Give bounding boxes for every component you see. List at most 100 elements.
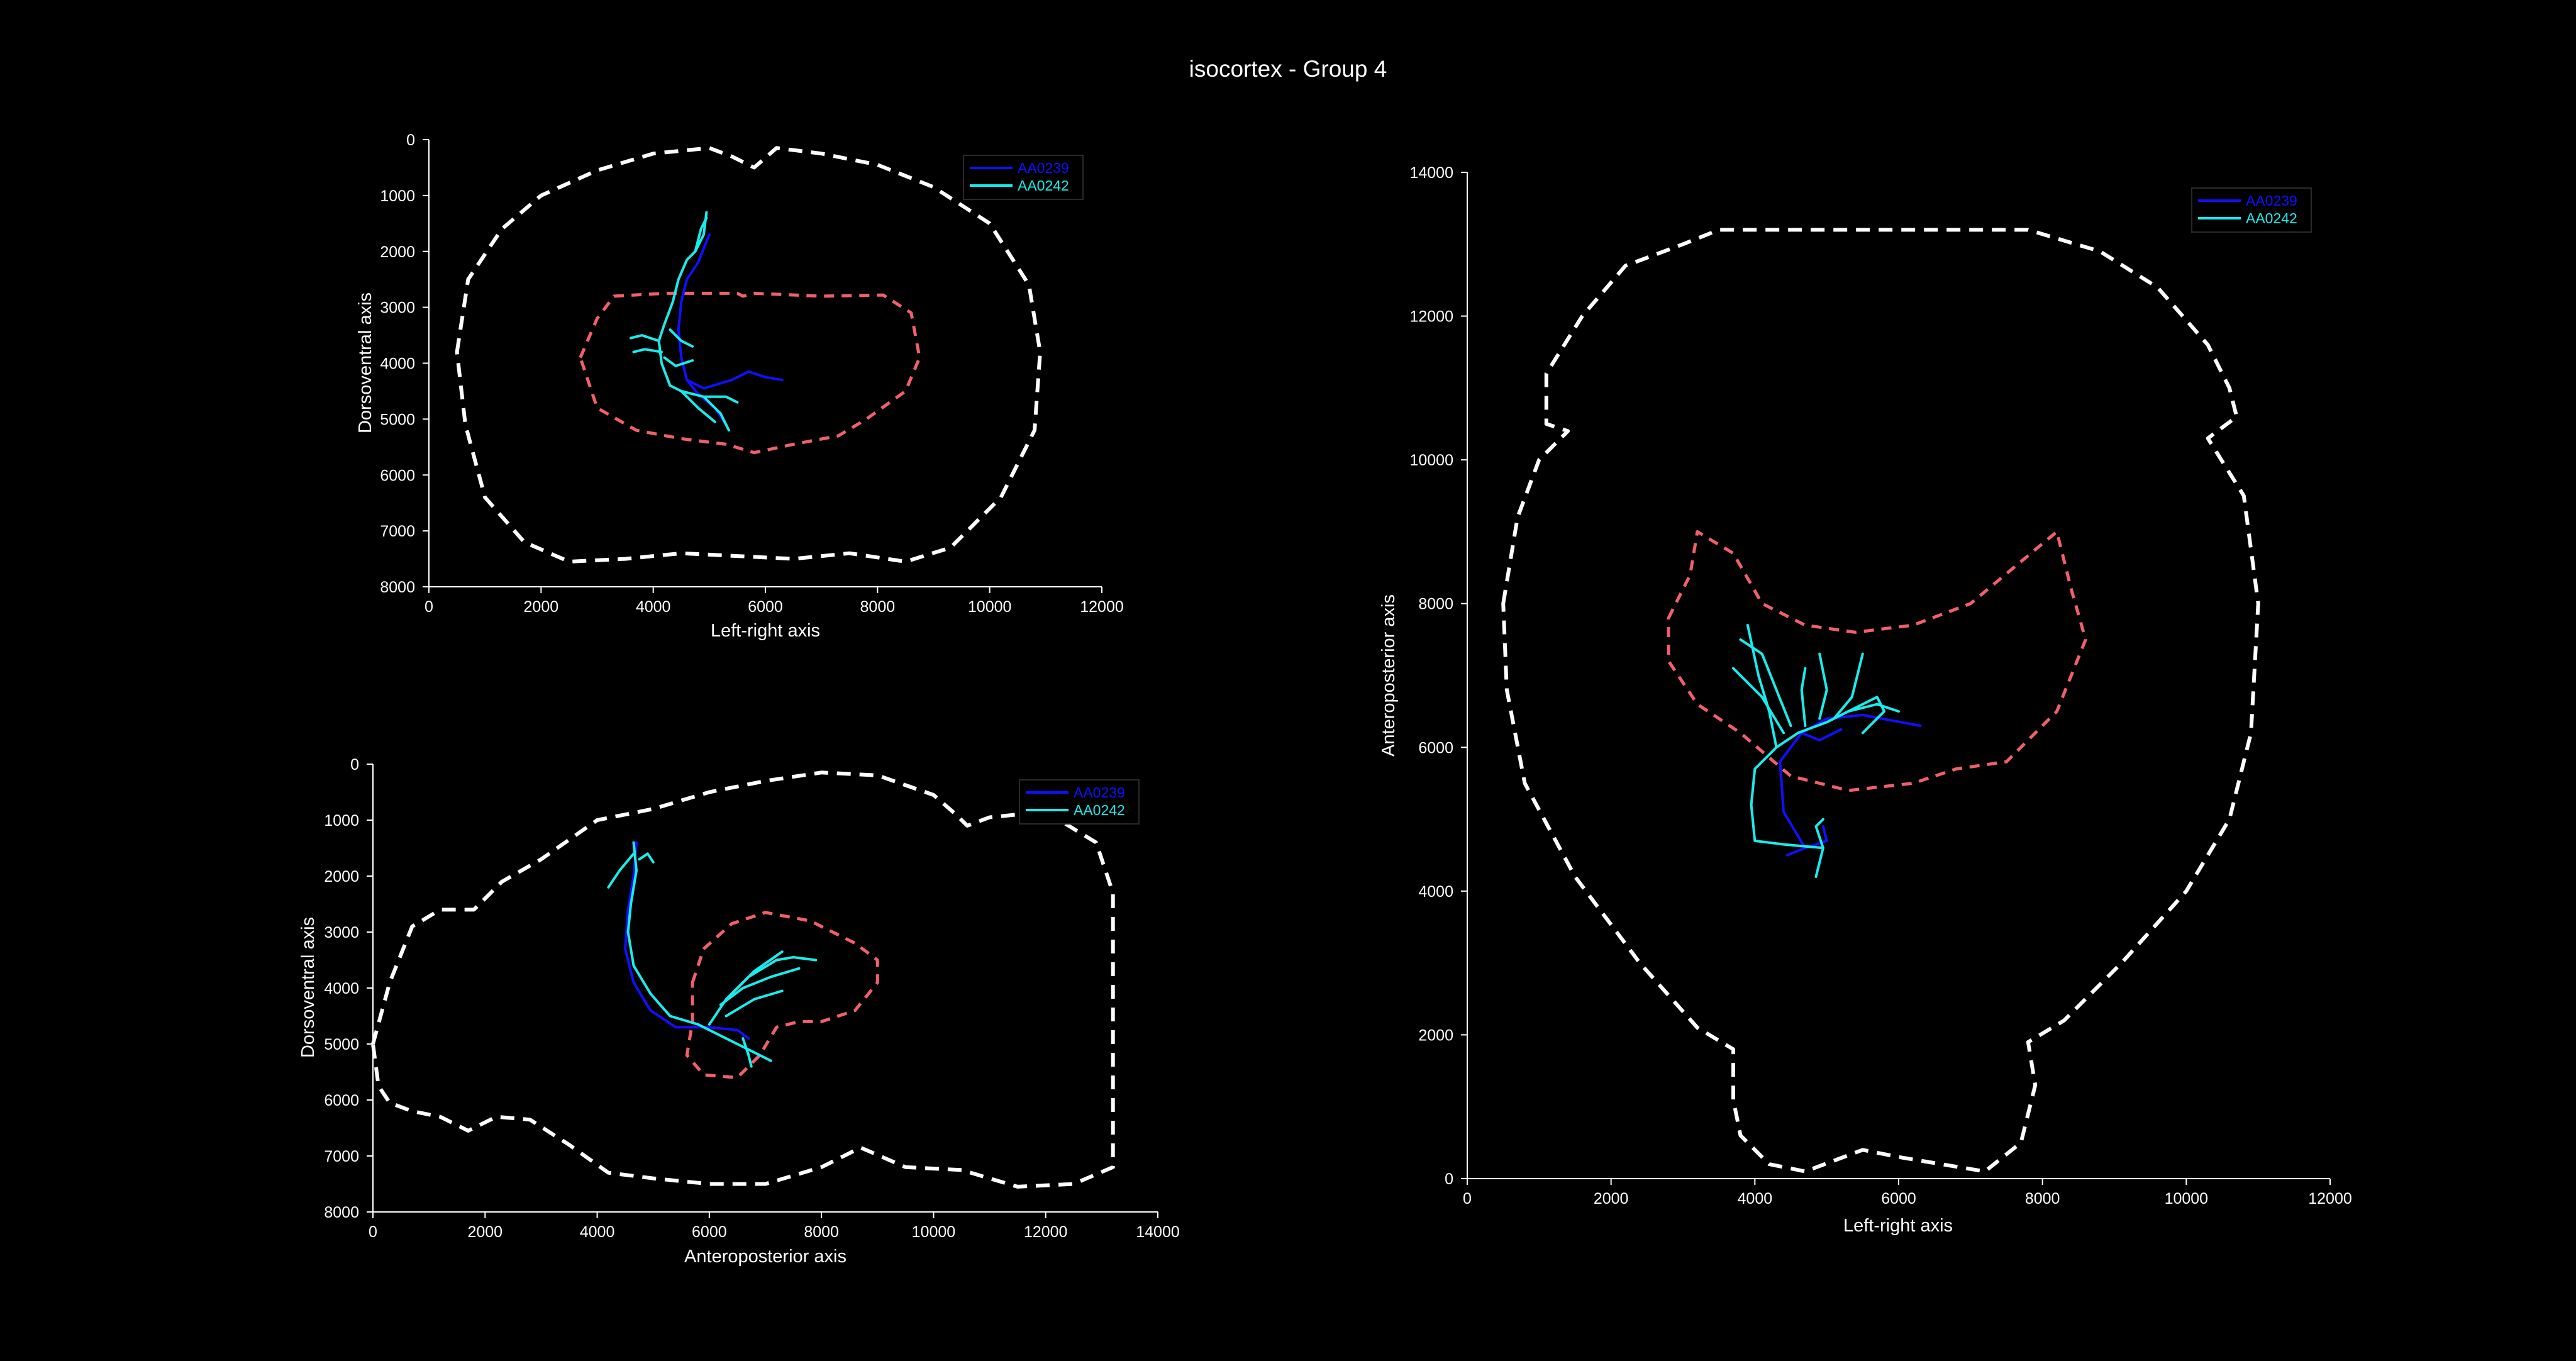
trace-aa0242-coronal-6 xyxy=(702,395,739,404)
x-tick-label-sagittal-3: 6000 xyxy=(692,1223,727,1241)
trace-aa0242-horizontal-3 xyxy=(1732,667,1785,735)
legend-box-horizontal xyxy=(2191,187,2312,233)
x-tick-label-coronal-1: 2000 xyxy=(524,598,559,616)
legend-label-aa0239-horizontal: AA0239 xyxy=(2246,192,2297,209)
y-axis-label-coronal: Dorsoventral axis xyxy=(355,292,375,433)
trace-aa0242-sagittal-4 xyxy=(719,967,801,1006)
y-tick-label-horizontal-5: 10000 xyxy=(1409,452,1453,469)
trace-aa0242-horizontal-2 xyxy=(1746,624,1778,749)
outlines-horizontal xyxy=(1501,228,2260,1174)
y-tick-label-coronal-8: 8000 xyxy=(380,579,415,596)
series-coronal xyxy=(630,211,784,432)
y-tick-label-coronal-4: 4000 xyxy=(380,355,415,373)
trace-aa0242-sagittal-5 xyxy=(730,950,784,995)
panel-coronal: 0 2000 4000 6000 8000 10000 12000 0 1000 2000 3000… xyxy=(355,131,1124,641)
region-outline-horizontal xyxy=(1667,530,2087,792)
x-tick-label-horizontal-6: 12000 xyxy=(2308,1190,2352,1208)
x-axis-label-coronal: Left-right axis xyxy=(711,621,820,641)
axes-sagittal: 0 2000 4000 6000 8000 10000 12000 14000 0 1000 200… xyxy=(324,756,1179,1241)
trace-aa0242-horizontal-0 xyxy=(1814,818,1824,878)
y-axis-label-sagittal: Dorsoventral axis xyxy=(298,917,318,1058)
y-tick-label-sagittal-7: 7000 xyxy=(324,1148,359,1165)
x-tick-label-sagittal-5: 10000 xyxy=(912,1223,956,1241)
x-tick-label-sagittal-0: 0 xyxy=(369,1223,377,1241)
panel-sagittal: 0 2000 4000 6000 8000 10000 12000 14000 0 1000 200… xyxy=(298,756,1180,1267)
legend-label-aa0242-coronal: AA0242 xyxy=(1018,177,1069,194)
x-tick-label-sagittal-7: 14000 xyxy=(1136,1223,1180,1241)
trace-aa0242-coronal-4 xyxy=(663,356,694,367)
trace-aa0242-coronal-1 xyxy=(630,334,660,342)
figure-title: isocortex - Group 4 xyxy=(1189,56,1387,82)
x-tick-label-horizontal-2: 4000 xyxy=(1738,1190,1773,1208)
legend-box-sagittal xyxy=(1019,779,1140,825)
y-tick-label-sagittal-2: 2000 xyxy=(324,868,359,886)
x-tick-label-horizontal-4: 8000 xyxy=(2025,1190,2060,1208)
x-tick-label-sagittal-1: 2000 xyxy=(467,1223,502,1241)
x-axis-label-horizontal: Left-right axis xyxy=(1843,1216,1953,1236)
trace-aa0242-coronal-7 xyxy=(694,216,708,253)
legend-box-coronal xyxy=(963,155,1084,200)
y-tick-label-horizontal-0: 0 xyxy=(1445,1170,1453,1188)
panel-horizontal: 0 2000 4000 6000 8000 10000 12000 0 2000 4000 6000… xyxy=(1379,164,2352,1236)
y-tick-label-coronal-2: 2000 xyxy=(380,243,415,261)
outlines-sagittal xyxy=(371,770,1115,1189)
trace-aa0242-sagittal-1 xyxy=(607,852,635,889)
trace-aa0239-horizontal-2 xyxy=(1800,728,1843,742)
x-tick-label-sagittal-6: 12000 xyxy=(1024,1223,1068,1241)
trace-aa0242-coronal-2 xyxy=(632,348,663,353)
brain-outline-sagittal xyxy=(371,770,1115,1189)
y-tick-label-sagittal-0: 0 xyxy=(350,756,359,774)
region-outline-coronal xyxy=(579,291,921,455)
x-tick-label-coronal-5: 10000 xyxy=(968,598,1012,616)
y-tick-label-coronal-3: 3000 xyxy=(380,299,415,317)
brain-outline-horizontal xyxy=(1501,228,2260,1174)
trace-aa0242-coronal-3 xyxy=(669,328,694,348)
x-tick-label-sagittal-2: 4000 xyxy=(580,1223,615,1241)
axes-coronal: 0 2000 4000 6000 8000 10000 12000 0 1000 2000 3000… xyxy=(380,131,1123,616)
series-sagittal xyxy=(607,841,818,1068)
legend-label-aa0239-coronal: AA0239 xyxy=(1018,160,1069,176)
trace-aa0239-coronal-0 xyxy=(677,233,784,390)
trace-aa0242-sagittal-6 xyxy=(741,1037,753,1068)
trace-aa0239-horizontal-0 xyxy=(1785,825,1828,857)
y-tick-label-sagittal-8: 8000 xyxy=(324,1204,359,1221)
trace-aa0242-sagittal-2 xyxy=(638,852,655,864)
brain-outline-coronal xyxy=(455,146,1042,564)
y-tick-label-sagittal-5: 5000 xyxy=(324,1036,359,1053)
series-horizontal xyxy=(1732,624,1922,878)
y-tick-label-sagittal-3: 3000 xyxy=(324,924,359,942)
trace-aa0239-sagittal-0 xyxy=(624,841,750,1040)
y-tick-label-sagittal-4: 4000 xyxy=(324,980,359,997)
x-tick-label-coronal-0: 0 xyxy=(425,598,433,616)
y-tick-label-horizontal-6: 12000 xyxy=(1409,308,1453,326)
x-axis-label-sagittal: Anteroposterior axis xyxy=(684,1247,847,1267)
y-tick-label-coronal-7: 7000 xyxy=(380,523,415,540)
y-tick-label-horizontal-3: 6000 xyxy=(1418,739,1453,757)
trace-aa0242-horizontal-5 xyxy=(1800,667,1807,727)
x-tick-label-coronal-6: 12000 xyxy=(1080,598,1124,616)
y-tick-label-horizontal-1: 2000 xyxy=(1418,1026,1453,1044)
x-tick-label-horizontal-1: 2000 xyxy=(1594,1190,1629,1208)
trace-aa0242-horizontal-8 xyxy=(1847,696,1886,735)
trace-aa0242-coronal-0 xyxy=(657,211,730,432)
outlines-coronal xyxy=(455,146,1042,564)
x-tick-label-horizontal-0: 0 xyxy=(1463,1190,1472,1208)
trace-aa0242-sagittal-0 xyxy=(626,841,772,1062)
trace-aa0242-horizontal-4 xyxy=(1739,638,1792,727)
region-outline-sagittal xyxy=(685,911,879,1079)
x-tick-label-sagittal-4: 8000 xyxy=(804,1223,839,1241)
x-tick-label-coronal-2: 4000 xyxy=(636,598,671,616)
trace-aa0242-sagittal-7 xyxy=(724,989,784,1018)
y-tick-label-coronal-1: 1000 xyxy=(380,187,415,205)
x-tick-label-horizontal-3: 6000 xyxy=(1881,1190,1916,1208)
x-tick-label-coronal-4: 8000 xyxy=(860,598,896,616)
x-tick-label-horizontal-5: 10000 xyxy=(2165,1190,2209,1208)
trace-aa0242-horizontal-6 xyxy=(1818,652,1828,720)
y-tick-label-coronal-5: 5000 xyxy=(380,411,415,428)
trace-aa0242-horizontal-7 xyxy=(1833,652,1864,720)
y-tick-label-horizontal-7: 14000 xyxy=(1409,164,1453,182)
